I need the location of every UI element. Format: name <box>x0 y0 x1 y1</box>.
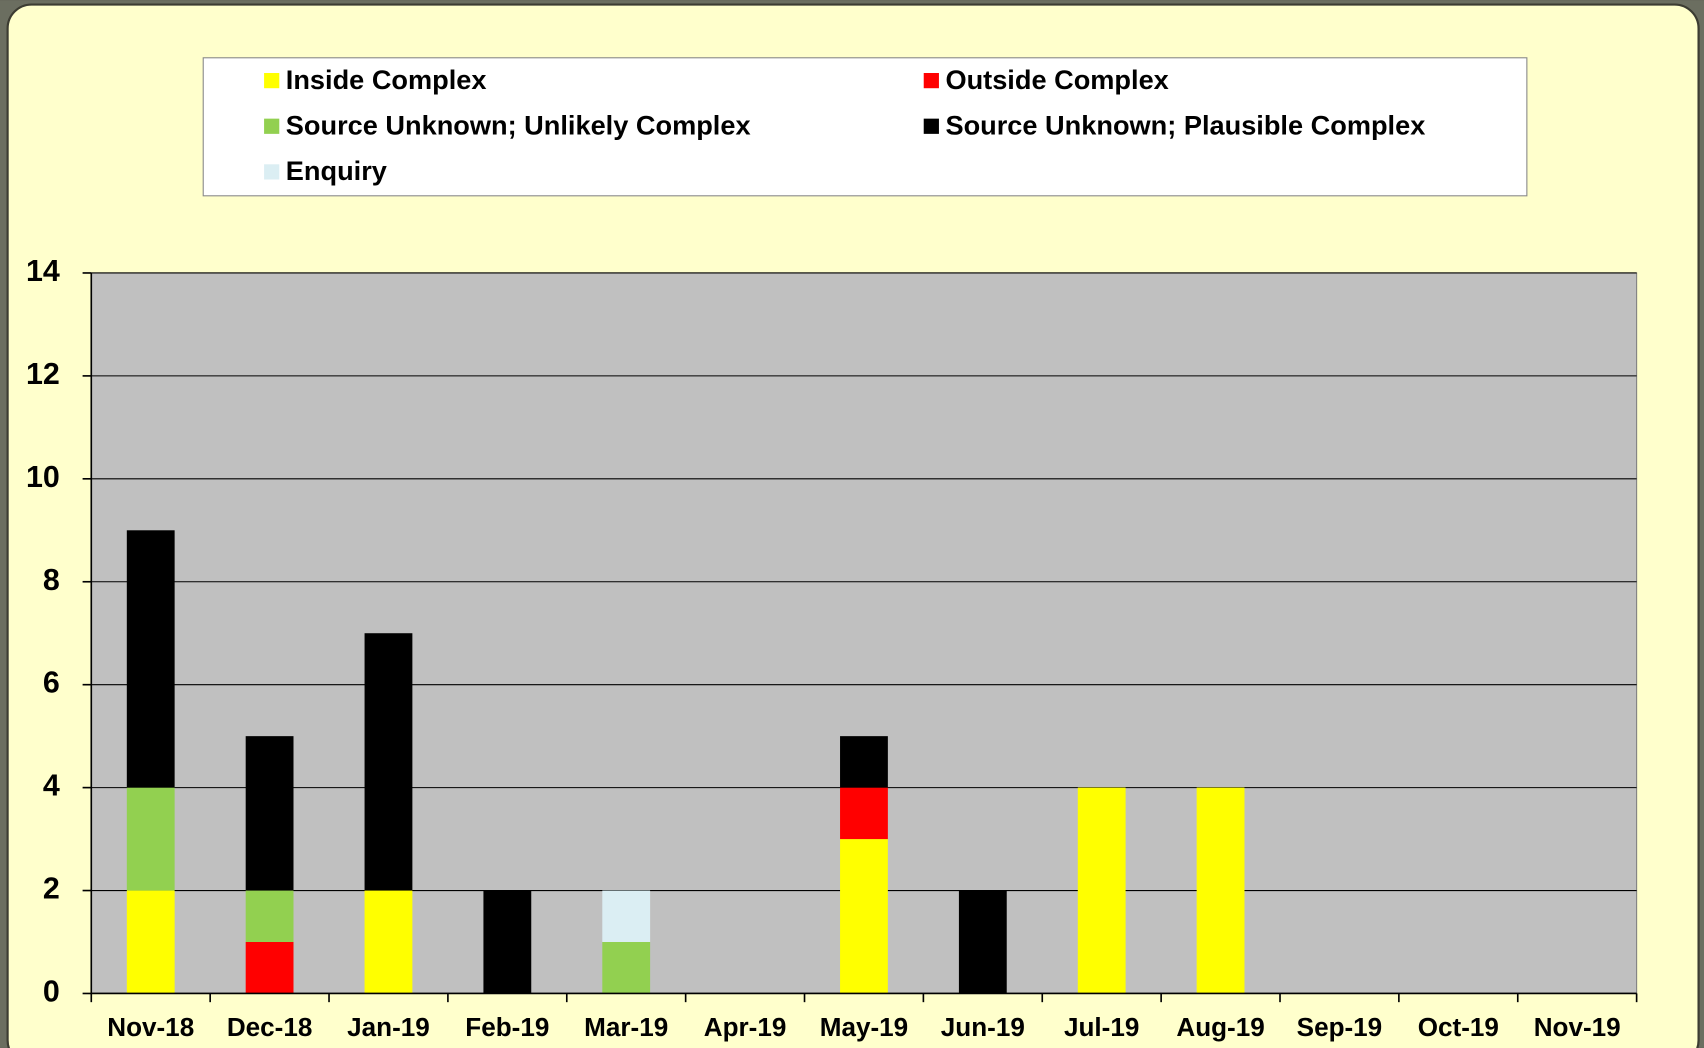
x-tick-label: Nov-19 <box>1534 1012 1621 1042</box>
bar-segment <box>840 788 888 839</box>
legend-swatch <box>924 119 939 134</box>
legend-label: Source Unknown; Unlikely Complex <box>286 110 751 141</box>
bar-segment <box>127 530 175 787</box>
y-tick-label: 8 <box>43 563 60 597</box>
legend-label: Source Unknown; Plausible Complex <box>945 110 1425 141</box>
legend-swatch <box>264 164 279 179</box>
legend-label: Enquiry <box>286 155 387 186</box>
x-tick-label: Jul-19 <box>1064 1012 1139 1042</box>
y-tick-label: 0 <box>43 975 60 1009</box>
bar-segment <box>127 788 175 891</box>
x-tick-label: Sep-19 <box>1297 1012 1383 1042</box>
x-tick-label: Dec-18 <box>227 1012 313 1042</box>
bar-segment <box>246 942 294 993</box>
bar-segment <box>365 891 413 994</box>
y-tick-label: 14 <box>26 254 60 288</box>
x-tick-label: Oct-19 <box>1418 1012 1499 1042</box>
x-tick-label: Aug-19 <box>1176 1012 1264 1042</box>
legend-swatch <box>264 119 279 134</box>
bar-segment <box>840 736 888 787</box>
chart: 0 2 4 6 8 10 12 14 Nov-18 Dec-18 Jan-19 Feb-19 Mar-1… <box>0 0 1704 1048</box>
legend-label: Inside Complex <box>286 64 487 95</box>
x-tick-label: Jun-19 <box>941 1012 1025 1042</box>
bar-segment <box>840 839 888 993</box>
legend-label: Outside Complex <box>945 64 1168 95</box>
bar-segment <box>602 891 650 942</box>
y-tick-label: 10 <box>26 460 60 494</box>
page: 0 2 4 6 8 10 12 14 Nov-18 Dec-18 Jan-19 Feb-19 Mar-1… <box>0 0 1704 1048</box>
x-tick-label: Nov-18 <box>107 1012 194 1042</box>
bar-segment <box>1078 788 1126 994</box>
legend-swatch <box>924 73 939 88</box>
y-tick-label: 6 <box>43 666 60 700</box>
x-tick-label: Apr-19 <box>704 1012 787 1042</box>
y-tick-label: 12 <box>26 357 60 391</box>
bar-segment <box>127 891 175 994</box>
y-tick-label: 2 <box>43 872 60 906</box>
bar-segment <box>959 891 1007 994</box>
x-tick-label: May-19 <box>820 1012 908 1042</box>
bar-segment <box>365 633 413 890</box>
legend-swatch <box>264 73 279 88</box>
bar-segment <box>602 942 650 993</box>
x-tick-label: Feb-19 <box>465 1012 549 1042</box>
bar-segment <box>246 891 294 942</box>
bar-segment <box>246 736 294 890</box>
bar-segment <box>483 891 531 994</box>
bar-segment <box>1197 788 1245 994</box>
x-tick-label: Mar-19 <box>584 1012 668 1042</box>
x-tick-label: Jan-19 <box>347 1012 430 1042</box>
y-tick-label: 4 <box>43 769 60 803</box>
